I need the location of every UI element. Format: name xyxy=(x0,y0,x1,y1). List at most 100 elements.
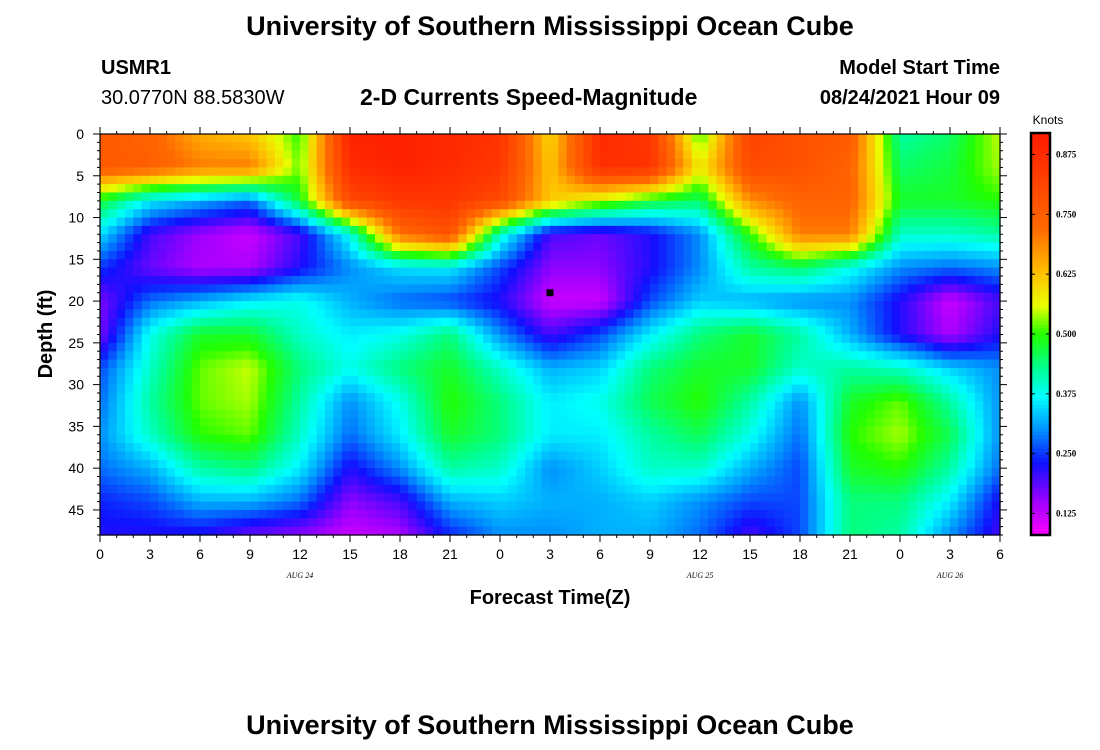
heatmap-cell xyxy=(508,401,518,411)
heatmap-cell xyxy=(325,359,334,369)
heatmap-cell xyxy=(258,192,268,202)
heatmap-cell xyxy=(858,301,868,311)
heatmap-cell xyxy=(141,468,151,478)
heatmap-cell xyxy=(233,376,243,386)
heatmap-cell xyxy=(400,509,409,519)
heatmap-cell xyxy=(233,518,243,528)
heatmap-cell xyxy=(658,192,668,202)
heatmap-cell xyxy=(541,225,551,235)
heatmap-cell xyxy=(525,401,534,411)
heatmap-cell xyxy=(216,301,226,311)
heatmap-cell xyxy=(925,426,934,436)
heatmap-cell xyxy=(191,276,201,285)
heatmap-cell xyxy=(183,384,193,394)
heatmap-cell xyxy=(583,359,593,369)
heatmap-cell xyxy=(625,359,634,369)
heatmap-cell xyxy=(883,184,893,194)
heatmap-cell xyxy=(800,476,809,486)
heatmap-cell xyxy=(508,451,518,461)
heatmap-cell xyxy=(433,351,443,361)
heatmap-cell xyxy=(158,509,168,519)
heatmap-cell xyxy=(508,159,518,169)
heatmap-cell xyxy=(591,159,601,169)
heatmap-cell xyxy=(425,468,434,478)
heatmap-cell xyxy=(625,376,634,386)
heatmap-cell xyxy=(100,443,109,453)
heatmap-cell xyxy=(866,509,876,519)
heatmap-cell xyxy=(216,184,226,194)
heatmap-cell xyxy=(233,476,243,486)
heatmap-cell xyxy=(416,142,426,152)
heatmap-cell xyxy=(375,317,384,327)
heatmap-cell xyxy=(250,301,259,311)
heatmap-cell xyxy=(833,484,843,494)
heatmap-cell xyxy=(816,284,826,294)
heatmap-cell xyxy=(950,418,959,427)
heatmap-cell xyxy=(966,150,976,160)
heatmap-cell xyxy=(766,434,776,444)
heatmap-cell xyxy=(808,267,818,277)
heatmap-cell xyxy=(175,267,184,277)
heatmap-cell xyxy=(716,242,726,252)
heatmap-cell xyxy=(375,259,384,269)
heatmap-cell xyxy=(783,384,793,394)
heatmap-cell xyxy=(183,284,193,294)
heatmap-cell xyxy=(600,175,609,185)
heatmap-cell xyxy=(150,443,159,453)
heatmap-cell xyxy=(491,184,501,194)
heatmap-cell xyxy=(166,175,176,185)
heatmap-cell xyxy=(500,392,509,402)
heatmap-cell xyxy=(358,250,368,260)
heatmap-cell xyxy=(783,175,793,185)
heatmap-cell xyxy=(275,267,284,277)
heatmap-cell xyxy=(966,367,976,377)
heatmap-cell xyxy=(500,209,509,219)
heatmap-cell xyxy=(666,509,676,519)
heatmap-cell xyxy=(916,418,926,427)
heatmap-cell xyxy=(183,367,193,377)
heatmap-cell xyxy=(883,225,893,235)
heatmap-cell xyxy=(833,376,843,386)
heatmap-cell xyxy=(475,468,484,478)
heatmap-cell xyxy=(216,409,226,419)
heatmap-cell xyxy=(441,509,451,519)
heatmap-cell xyxy=(633,476,643,486)
heatmap-cell xyxy=(866,184,876,194)
heatmap-cell xyxy=(125,209,134,219)
heatmap-cell xyxy=(191,225,201,235)
heatmap-cell xyxy=(583,384,593,394)
heatmap-cell xyxy=(641,351,651,361)
heatmap-cell xyxy=(508,259,518,269)
heatmap-cell xyxy=(808,317,818,327)
heatmap-cell xyxy=(741,209,751,219)
heatmap-cell xyxy=(875,242,884,252)
heatmap-cell xyxy=(925,192,934,202)
heatmap-cell xyxy=(483,200,493,210)
heatmap-cell xyxy=(441,242,451,252)
heatmap-cell xyxy=(258,142,268,152)
heatmap-cell xyxy=(333,134,343,143)
heatmap-cell xyxy=(633,175,643,185)
heatmap-cell xyxy=(733,418,743,427)
heatmap-cell xyxy=(566,367,576,377)
heatmap-cell xyxy=(733,476,743,486)
heatmap-cell xyxy=(758,217,768,227)
heatmap-cell xyxy=(275,200,284,210)
heatmap-cell xyxy=(750,376,759,386)
heatmap-cell xyxy=(141,175,151,185)
heatmap-cell xyxy=(133,468,143,478)
heatmap-cell xyxy=(725,418,734,427)
heatmap-cell xyxy=(625,334,634,344)
heatmap-cell xyxy=(575,134,584,143)
heatmap-cell xyxy=(225,359,234,369)
heatmap-cell xyxy=(666,401,676,411)
heatmap-cell xyxy=(883,175,893,185)
heatmap-cell xyxy=(391,434,401,444)
heatmap-cell xyxy=(525,351,534,361)
heatmap-cell xyxy=(450,476,459,486)
heatmap-cell xyxy=(191,284,201,294)
heatmap-cell xyxy=(250,217,259,227)
heatmap-cell xyxy=(883,134,893,143)
heatmap-cell xyxy=(258,451,268,461)
